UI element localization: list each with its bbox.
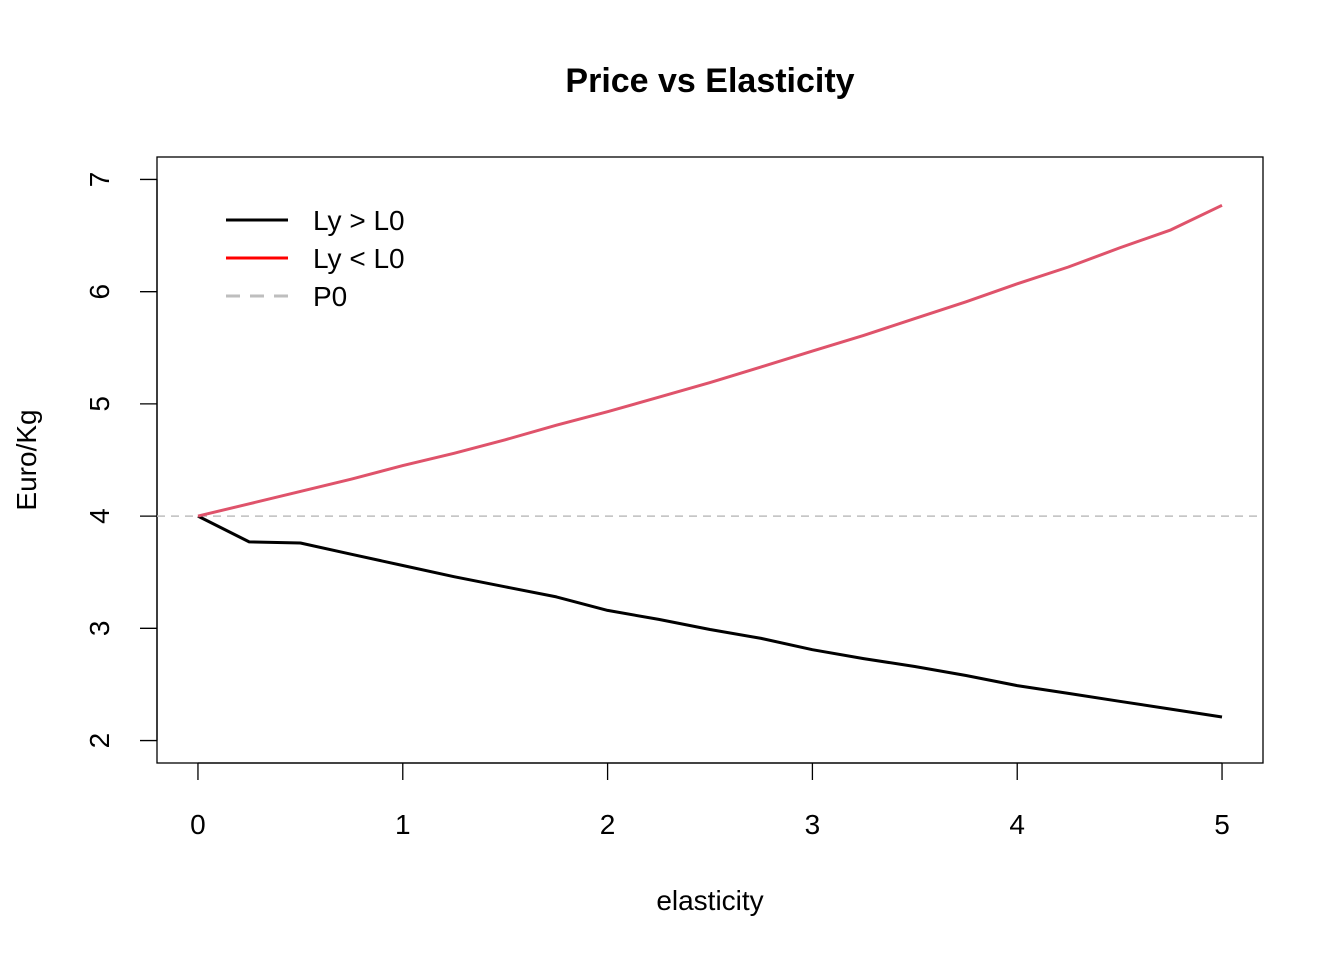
series-line-ly-gt-l0 (197, 514, 1223, 719)
series-line-ly-lt-l0 (197, 203, 1223, 518)
x-tick-label: 5 (1214, 809, 1230, 840)
x-tick-label: 4 (1009, 809, 1025, 840)
x-tick-label: 1 (395, 809, 411, 840)
x-axis-title: elasticity (656, 885, 763, 916)
legend-label-ly-gt-l0: Ly > L0 (313, 205, 405, 236)
y-axis-title: Euro/Kg (11, 409, 42, 510)
y-tick-label: 7 (84, 172, 115, 188)
series-layer (197, 203, 1223, 719)
chart-title: Price vs Elasticity (565, 62, 854, 100)
y-tick-label: 3 (84, 621, 115, 637)
legend-label-p0: P0 (313, 281, 347, 312)
y-tick-label: 6 (84, 284, 115, 300)
legend-label-ly-lt-l0: Ly < L0 (313, 243, 405, 274)
y-axis: 2 3 4 5 6 7 (84, 172, 158, 749)
x-tick-label: 3 (805, 809, 821, 840)
x-axis: 0 1 2 3 4 5 (190, 762, 1230, 840)
y-tick-label: 5 (84, 396, 115, 412)
y-tick-label: 2 (84, 733, 115, 749)
legend: Ly > L0 Ly < L0 P0 (226, 205, 405, 312)
x-tick-label: 0 (190, 809, 206, 840)
x-tick-label: 2 (600, 809, 616, 840)
y-tick-label: 4 (84, 508, 115, 524)
